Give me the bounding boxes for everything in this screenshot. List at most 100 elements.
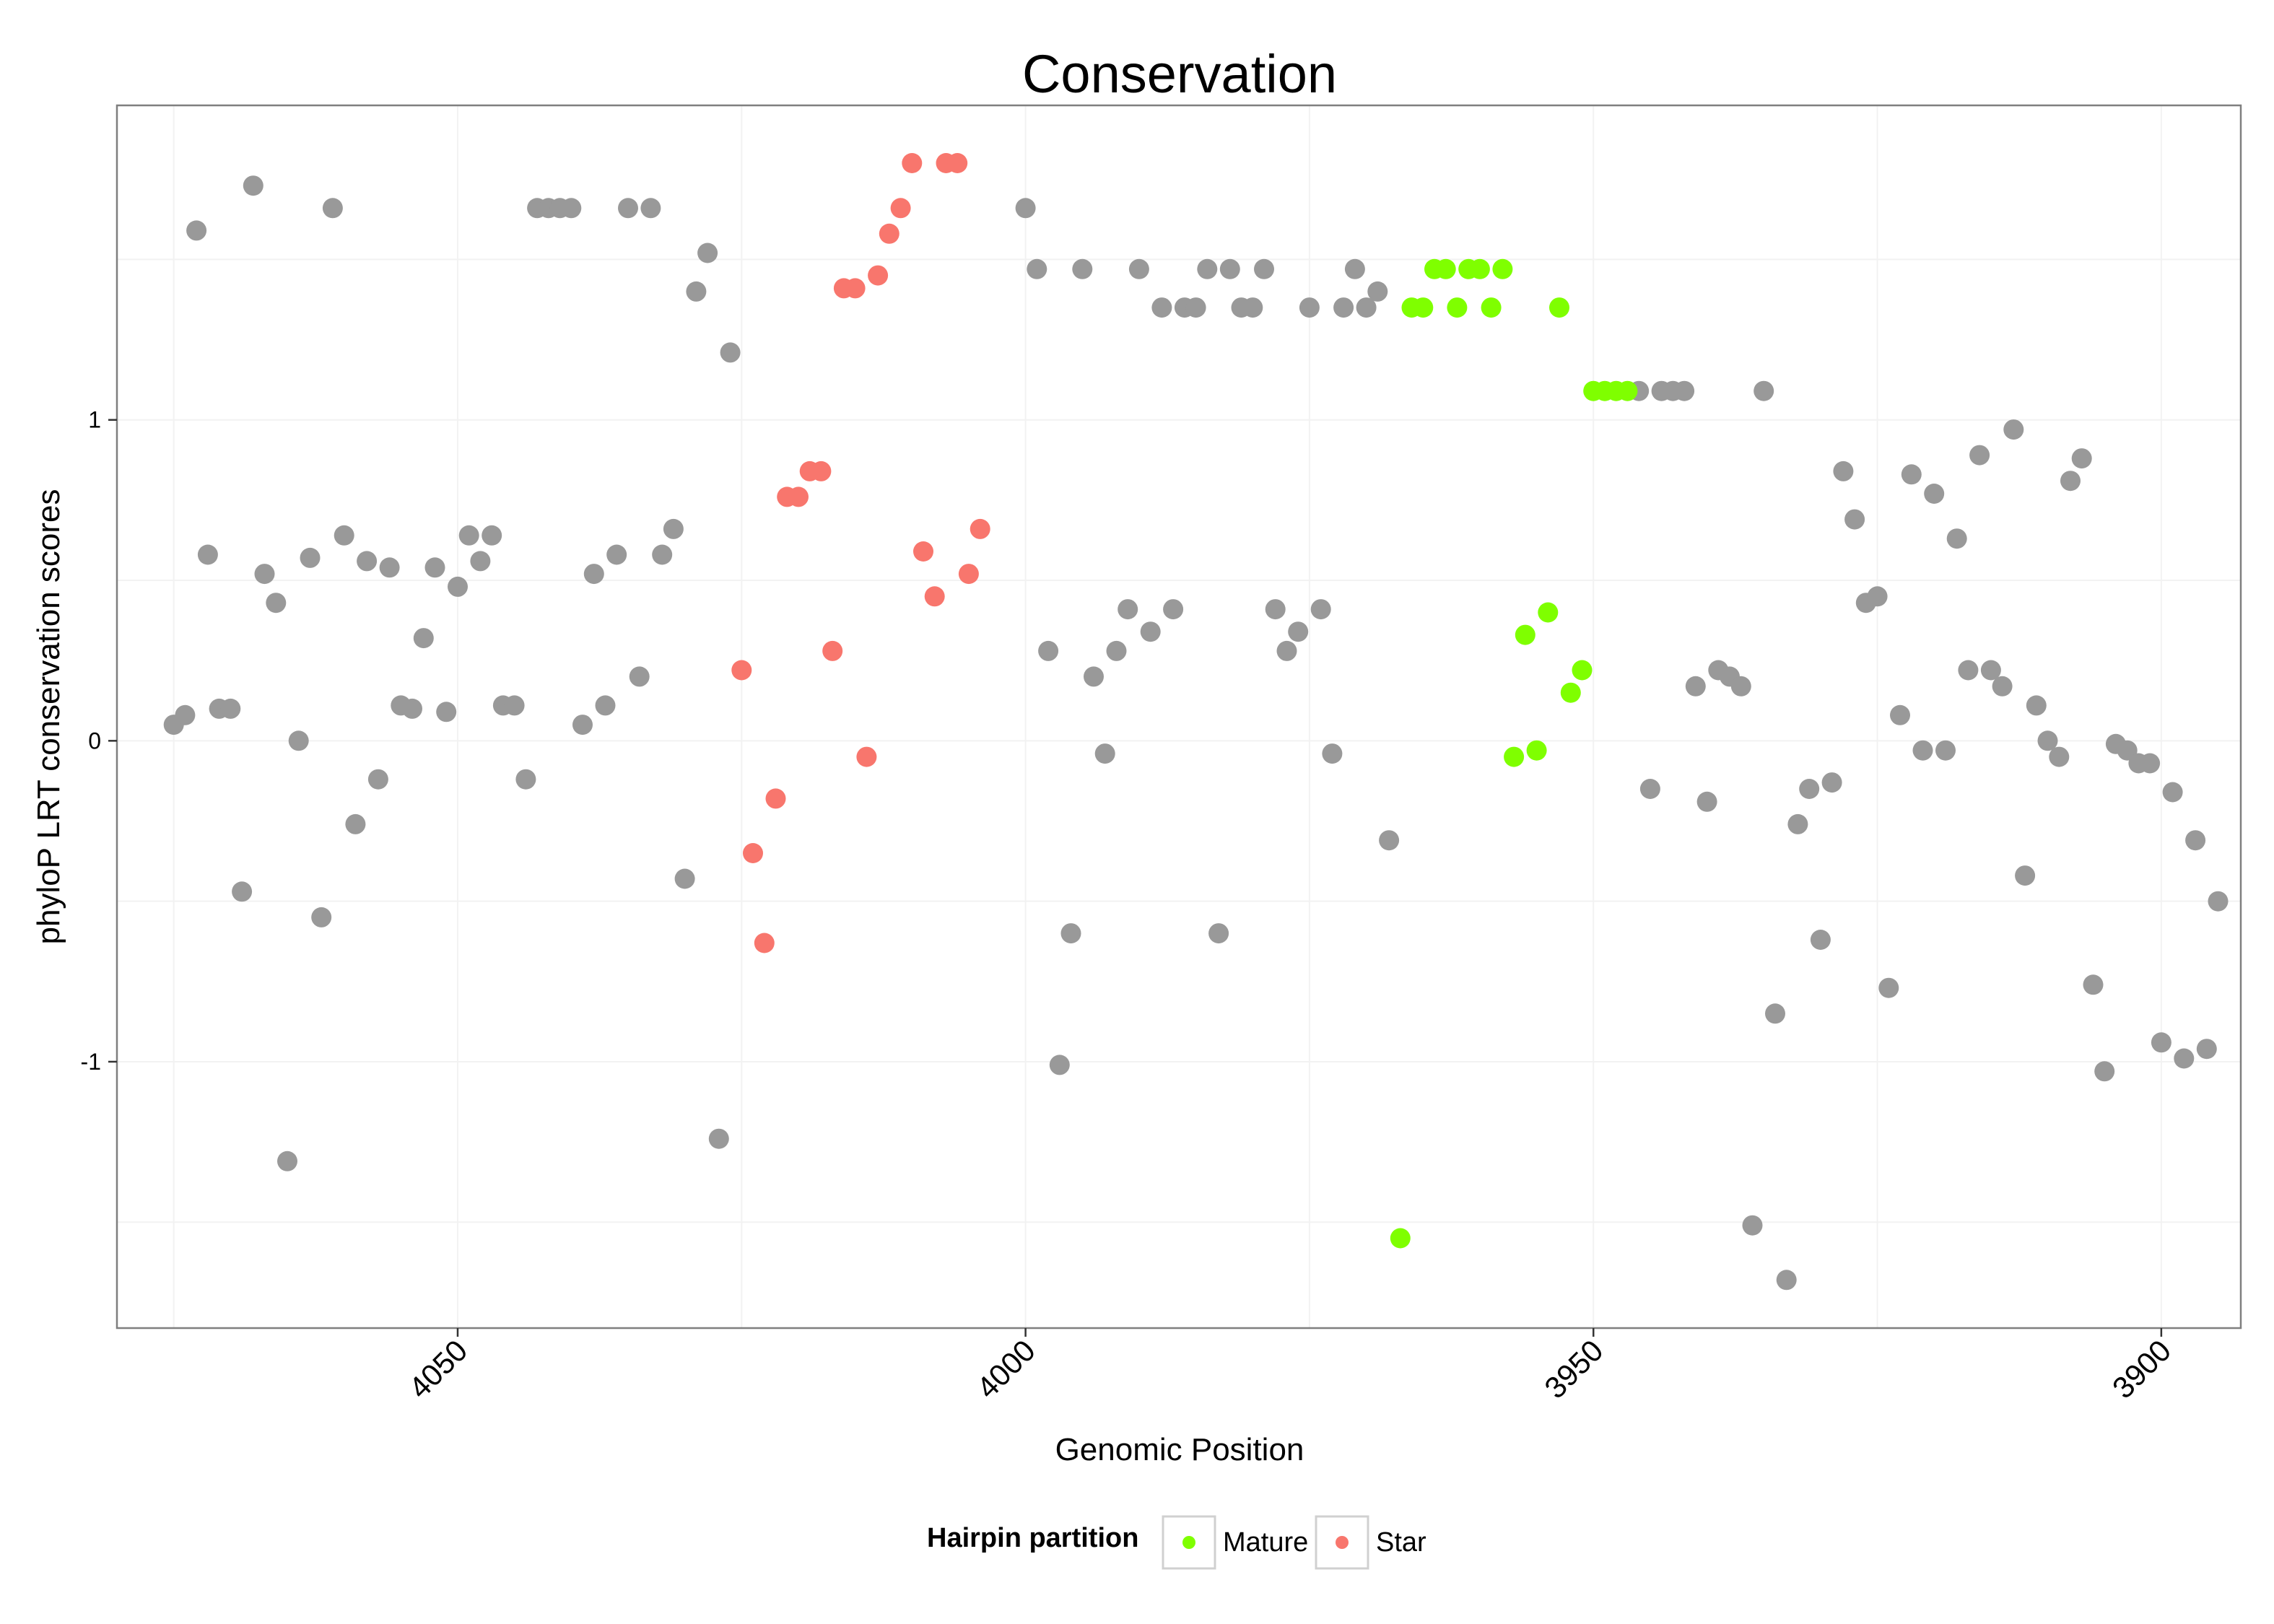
data-point-other	[2026, 695, 2047, 716]
data-point-star	[788, 486, 809, 507]
data-point-other	[345, 813, 366, 834]
data-point-other	[1084, 666, 1104, 687]
data-point-mature	[1447, 297, 1468, 318]
legend-dot-mature	[1182, 1536, 1195, 1549]
data-point-star	[913, 541, 933, 562]
data-point-other	[640, 198, 661, 219]
data-point-other	[175, 704, 196, 725]
data-point-other	[583, 564, 604, 585]
data-point-other	[186, 220, 207, 241]
data-point-other	[515, 769, 536, 790]
data-point-other	[663, 518, 684, 539]
data-point-other	[1049, 1055, 1070, 1075]
data-point-mature	[1504, 746, 1525, 767]
data-point-other	[2003, 419, 2024, 440]
data-point-other	[2196, 1039, 2217, 1060]
data-point-other	[424, 557, 445, 578]
legend-title: Hairpin partition	[927, 1523, 1138, 1553]
data-point-other	[618, 198, 638, 219]
data-point-other	[2208, 891, 2229, 912]
data-point-other	[708, 1128, 729, 1149]
legend-label-star: Star	[1376, 1527, 1426, 1558]
data-point-other	[1276, 640, 1297, 661]
data-point-other	[277, 1151, 297, 1171]
data-point-other	[1878, 977, 1899, 998]
data-point-other	[1140, 621, 1161, 642]
data-point-other	[2185, 830, 2206, 851]
data-point-star	[947, 153, 968, 173]
data-point-other	[1265, 599, 1286, 620]
data-point-other	[1844, 509, 1865, 530]
data-point-other	[1912, 740, 1933, 761]
data-point-other	[1935, 740, 1956, 761]
data-point-other	[1015, 198, 1036, 219]
data-point-other	[652, 544, 673, 565]
data-points	[163, 153, 2229, 1291]
x-axis-title: Genomic Position	[1055, 1432, 1304, 1467]
data-point-star	[731, 660, 752, 681]
data-point-other	[254, 564, 275, 585]
data-point-star	[811, 460, 832, 481]
data-point-other	[470, 551, 491, 572]
data-point-other	[1094, 743, 1115, 764]
data-point-star	[856, 746, 877, 767]
data-point-other	[1128, 258, 1149, 279]
data-point-other	[1810, 930, 1831, 950]
data-point-other	[1219, 258, 1240, 279]
data-point-other	[357, 551, 378, 572]
data-point-other	[1980, 660, 2001, 681]
data-point-star	[958, 564, 979, 585]
data-point-other	[2151, 1032, 2171, 1053]
data-point-other	[697, 243, 718, 263]
data-point-other	[1333, 297, 1354, 318]
data-point-other	[2162, 782, 2183, 803]
data-point-other	[1027, 258, 1047, 279]
data-point-other	[504, 695, 525, 716]
data-point-other	[2037, 730, 2058, 751]
data-point-other	[1322, 743, 1343, 764]
data-point-star	[845, 278, 866, 299]
data-point-other	[595, 695, 616, 716]
data-point-other	[1890, 704, 1910, 725]
data-point-other	[379, 557, 400, 578]
data-point-other	[1072, 258, 1093, 279]
data-point-other	[458, 525, 479, 546]
chart-title: Conservation	[1022, 44, 1337, 104]
data-point-other	[2060, 471, 2081, 492]
data-point-other	[561, 198, 582, 219]
data-point-mature	[1515, 624, 1535, 645]
data-point-other	[1038, 640, 1059, 661]
data-point-other	[322, 198, 343, 219]
data-point-other	[266, 593, 287, 614]
data-point-other	[2083, 974, 2104, 995]
data-point-other	[232, 881, 253, 902]
data-point-mature	[1390, 1228, 1411, 1249]
data-point-other	[1367, 281, 1388, 302]
data-point-other	[2174, 1048, 2195, 1069]
data-point-other	[606, 544, 627, 565]
data-point-other	[1163, 599, 1184, 620]
y-tick-label: -1	[81, 1049, 101, 1075]
data-point-other	[1924, 484, 1945, 504]
data-point-other	[300, 547, 321, 568]
data-point-star	[879, 223, 899, 244]
data-point-mature	[1549, 297, 1569, 318]
data-point-other	[1946, 528, 1967, 549]
data-point-other	[674, 868, 695, 889]
data-point-other	[629, 666, 650, 687]
data-point-other	[1958, 660, 1979, 681]
data-point-other	[1379, 830, 1400, 851]
data-point-mature	[1469, 258, 1490, 279]
data-point-other	[1833, 460, 1854, 481]
legend-label-mature: Mature	[1223, 1527, 1308, 1558]
data-point-mature	[1560, 682, 1581, 703]
panel-background	[117, 105, 2241, 1328]
data-point-other	[1254, 258, 1274, 279]
data-point-other	[1185, 297, 1206, 318]
data-point-other	[1787, 813, 1808, 834]
data-point-other	[334, 525, 354, 546]
data-point-other	[1730, 676, 1751, 697]
data-point-other	[2094, 1061, 2115, 1082]
data-point-other	[311, 907, 332, 927]
data-point-other	[1299, 297, 1320, 318]
